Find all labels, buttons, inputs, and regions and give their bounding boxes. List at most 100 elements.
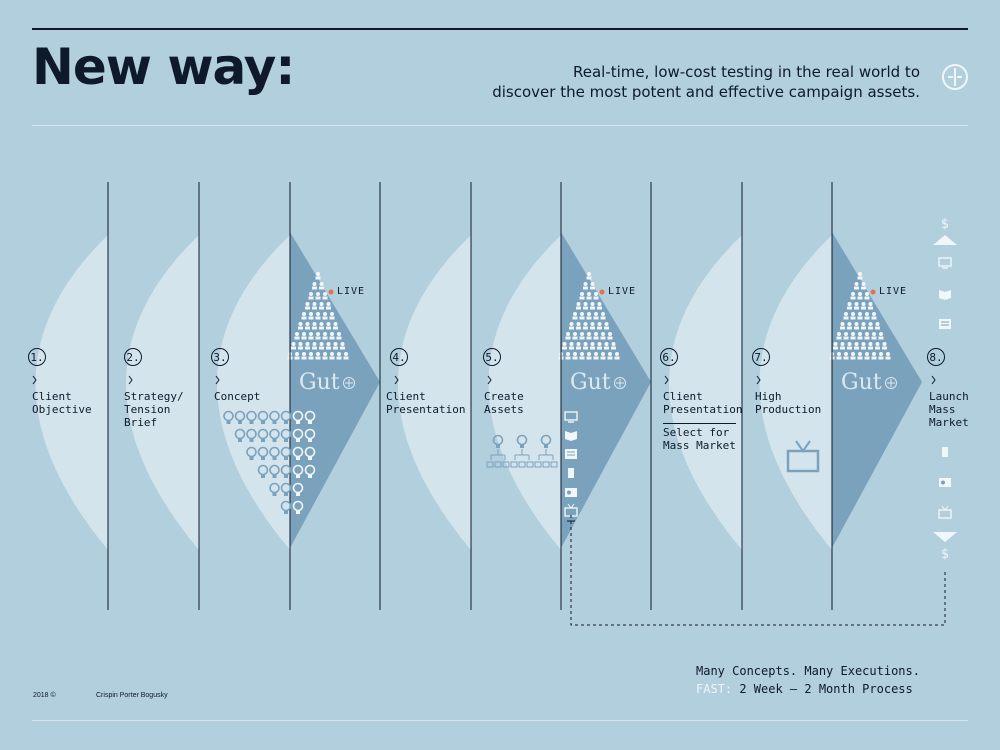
audience-pyramid-icon xyxy=(558,272,620,360)
lightbulb-icon xyxy=(257,446,269,460)
lightbulb-icon xyxy=(269,410,280,424)
chevron-right-icon xyxy=(931,375,936,385)
lightbulb-icon xyxy=(304,464,316,478)
book-icon xyxy=(565,431,577,441)
radio-icon xyxy=(565,488,577,497)
live-test-triangle xyxy=(290,232,380,548)
step-number: 2. xyxy=(126,351,139,364)
live-indicator-dot xyxy=(599,289,605,295)
chevron-right-icon xyxy=(394,375,399,385)
gut-plus-icon xyxy=(885,377,897,389)
step-number: 8. xyxy=(929,351,942,364)
book-icon xyxy=(939,290,951,300)
lightbulb-icon xyxy=(269,428,280,442)
triangle-up-icon xyxy=(933,235,957,245)
footer-tagline: Many Concepts. Many Executions. FAST: 2 … xyxy=(696,662,920,698)
stage-lens-shape xyxy=(398,235,471,550)
step-number-badge: 1. xyxy=(28,348,46,385)
fast-label: FAST: xyxy=(696,682,733,696)
dollar-icon: $ xyxy=(941,217,949,232)
lightbulb-icon xyxy=(292,464,304,478)
lightbulb-icon xyxy=(492,434,504,448)
copyright-year: 2018 © xyxy=(33,692,56,699)
step-number-badge: 5. xyxy=(483,348,501,385)
stage-lens-shape xyxy=(217,235,290,550)
stage-lens-shape xyxy=(488,235,561,550)
radio-icon xyxy=(939,478,951,487)
feedback-dashed-path xyxy=(570,515,946,626)
lightbulb-icon xyxy=(280,482,292,496)
lightbulb-icon xyxy=(234,428,246,442)
lightbulb-icon xyxy=(292,410,304,424)
process-duration: 2 Week – 2 Month Process xyxy=(739,682,913,696)
live-test-triangle xyxy=(561,232,651,548)
asset-branch-icon xyxy=(534,449,558,468)
step-label: Client Objective xyxy=(32,390,92,416)
lightbulb-icon xyxy=(292,500,304,514)
stage-lens-shape xyxy=(669,235,742,550)
audience-pyramid-icon xyxy=(829,272,891,360)
newspaper-icon xyxy=(939,319,951,329)
lightbulb-icon xyxy=(257,428,269,442)
phone-icon xyxy=(942,447,948,457)
lightbulb-icon xyxy=(246,428,257,442)
page-title: New way: xyxy=(32,38,295,96)
step-number: 6. xyxy=(662,351,675,364)
lightbulb-icon xyxy=(269,446,280,460)
tv-icon xyxy=(938,505,952,519)
lightbulb-icon xyxy=(280,446,292,460)
live-indicator-dot xyxy=(870,289,876,295)
lightbulb-icon xyxy=(280,428,292,442)
monitor-icon xyxy=(938,257,952,269)
step-label: Create Assets xyxy=(484,390,524,416)
step-label: High Production xyxy=(755,390,822,416)
triangle-down-icon xyxy=(933,532,957,542)
lightbulb-icon xyxy=(269,464,280,478)
step-number-badge: 3. xyxy=(211,348,229,385)
lightbulb-icon xyxy=(292,428,304,442)
step-number-badge: 6. xyxy=(660,348,678,385)
lightbulb-icon xyxy=(516,434,528,448)
dollar-icon: $ xyxy=(941,547,949,562)
step-number: 3. xyxy=(213,351,226,364)
step-label: Launch Mass Market xyxy=(929,390,969,429)
newspaper-icon xyxy=(565,449,577,459)
live-test-triangle xyxy=(832,232,922,548)
lightbulb-icon xyxy=(234,410,246,424)
step-number: 4. xyxy=(392,351,405,364)
lightbulb-icon xyxy=(280,410,292,424)
step-number-badge: 4. xyxy=(390,348,408,385)
asset-branch-icon xyxy=(510,449,534,468)
step-number: 1. xyxy=(30,351,43,364)
lightbulb-icon xyxy=(292,482,304,496)
step-number-badge: 7. xyxy=(752,348,770,385)
step-number-badge: 2. xyxy=(124,348,142,385)
chevron-right-icon xyxy=(32,375,37,385)
lightbulb-icon xyxy=(246,410,257,424)
subtitle-line-1: Real-time, low-cost testing in the real … xyxy=(572,63,920,81)
gut-plus-icon xyxy=(343,377,355,389)
audience-pyramid-icon xyxy=(287,272,349,360)
process-diagram: 1. 2. 3. 4. 5. 6. 7. 8. $ $ xyxy=(28,182,957,626)
gut-brand-label: Gut xyxy=(841,370,882,395)
page-subtitle: Real-time, low-cost testing in the real … xyxy=(400,62,920,102)
lightbulb-icon xyxy=(304,410,316,424)
tagline-text: Many Concepts. Many Executions. xyxy=(696,664,920,678)
step-number: 5. xyxy=(485,351,498,364)
lightbulb-icon xyxy=(292,446,304,460)
gut-logo-icon xyxy=(942,64,968,90)
lightbulb-icon xyxy=(304,428,316,442)
agency-name: Crispin Porter Bogusky xyxy=(96,692,168,699)
live-label: LIVE xyxy=(608,286,637,297)
chevron-right-icon xyxy=(756,375,761,385)
chevron-right-icon xyxy=(215,375,220,385)
lightbulb-icon xyxy=(280,464,292,478)
lightbulb-icon xyxy=(280,500,292,514)
footer-divider xyxy=(32,720,968,721)
lightbulb-icon xyxy=(257,410,269,424)
lightbulb-icon xyxy=(223,410,234,424)
chevron-right-icon xyxy=(487,375,492,385)
gut-brand-label: Gut xyxy=(299,370,340,395)
stage-lens-shape xyxy=(126,235,199,550)
high-production-tv-icon xyxy=(786,440,820,473)
